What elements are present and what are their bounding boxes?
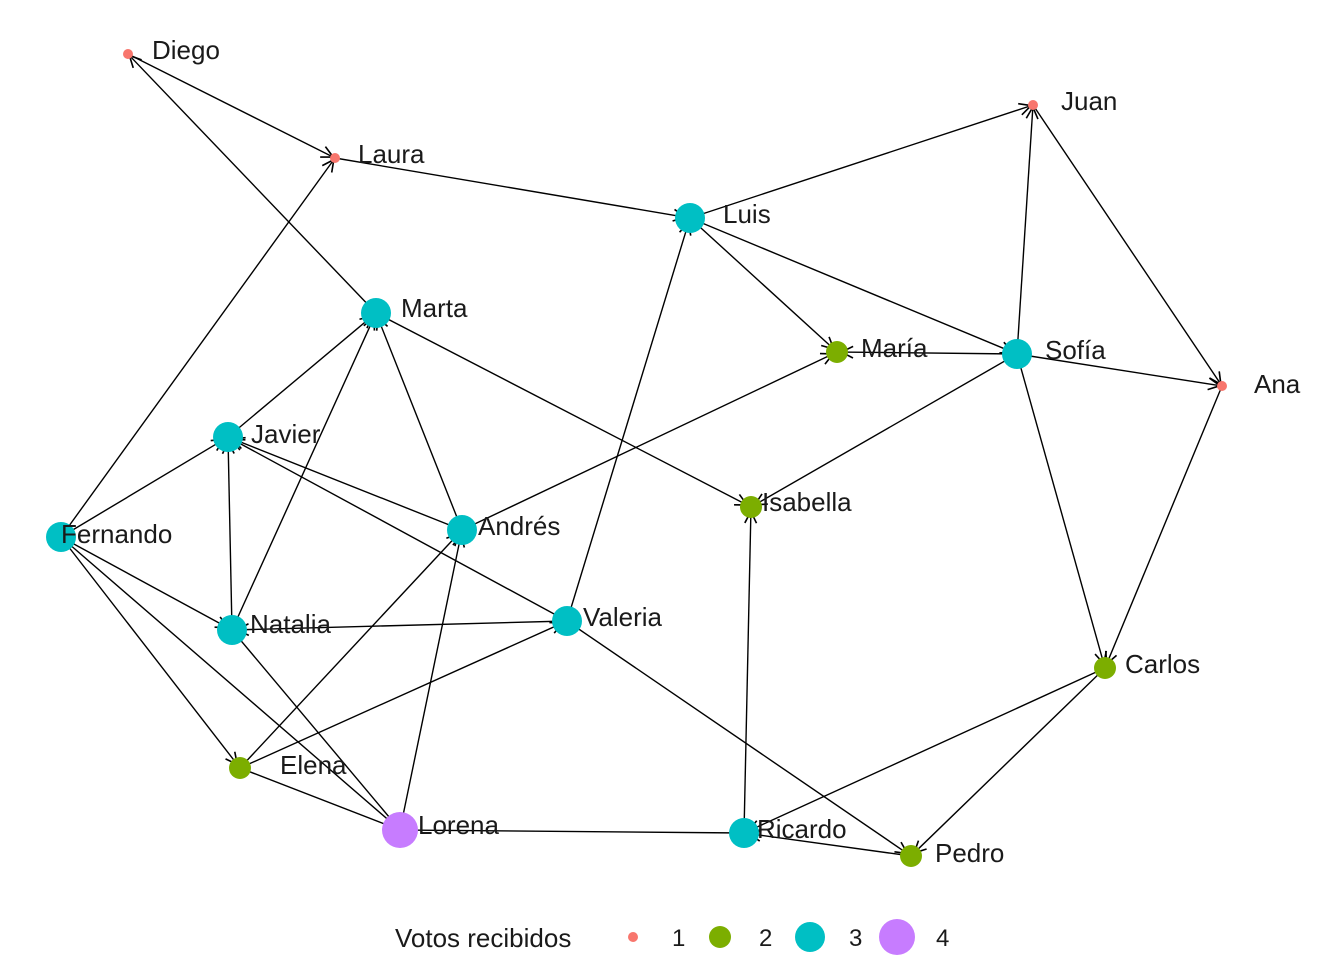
edge-elena-to-andres <box>239 534 459 769</box>
edge-diego-to-laura <box>127 53 333 157</box>
edge-sofia-to-juan <box>1016 107 1033 355</box>
node-ana <box>1217 381 1227 391</box>
node-label-valeria: Valeria <box>583 602 663 632</box>
node-label-fernando: Fernando <box>61 519 172 549</box>
labels-layer: Diego Laura Juan Ana Luis Marta María Sofía Javi… <box>61 35 1301 868</box>
edge-fernando-to-natalia <box>60 536 228 628</box>
edge-fernando-to-elena <box>60 536 237 765</box>
node-fernando <box>46 522 76 552</box>
edge-valeria-to-luis <box>566 223 689 622</box>
edge-sofia-to-maria <box>841 352 1018 354</box>
node-lorena <box>382 812 418 848</box>
node-pedro <box>900 845 922 867</box>
node-label-marta: Marta <box>401 293 468 323</box>
edge-luis-to-sofia <box>689 217 1012 352</box>
edge-fernando-to-javier <box>60 440 224 538</box>
node-laura <box>330 153 340 163</box>
edge-fernando-to-lorena <box>60 536 396 827</box>
node-label-laura: Laura <box>358 139 425 169</box>
node-diego <box>123 49 133 59</box>
edge-natalia-to-marta <box>231 318 374 631</box>
node-ricardo <box>729 818 759 848</box>
edge-ricardo-to-lorena <box>405 830 745 833</box>
legend-label-1: 1 <box>672 925 685 952</box>
node-label-maria: María <box>861 333 928 363</box>
node-maria <box>826 341 848 363</box>
node-label-juan: Juan <box>1061 86 1117 116</box>
edge-andres-to-marta <box>378 318 463 531</box>
edge-marta-to-diego <box>129 55 377 314</box>
node-label-isabella: Isabella <box>762 487 852 517</box>
legend-swatch-1 <box>628 932 638 942</box>
edge-carlos-to-pedro <box>914 667 1106 853</box>
edge-fernando-to-laura <box>60 160 334 538</box>
edge-andres-to-javier <box>233 439 463 531</box>
legend-swatch-2 <box>709 926 731 948</box>
node-isabella <box>740 496 762 518</box>
edge-juan-to-ana <box>1032 104 1221 384</box>
node-luis <box>675 203 705 233</box>
edge-natalia-to-javier <box>228 442 232 631</box>
legend-items: 1 2 3 4 <box>628 919 949 955</box>
legend-swatch-3 <box>795 922 825 952</box>
legend-title: Votos recibidos <box>395 923 571 953</box>
node-label-sofia: Sofía <box>1045 335 1106 365</box>
node-carlos <box>1094 657 1116 679</box>
edge-elena-to-lorena <box>239 767 395 828</box>
edge-ana-to-carlos <box>1107 385 1223 664</box>
edge-laura-to-luis <box>334 157 685 217</box>
node-andres <box>447 515 477 545</box>
edge-luis-to-juan <box>689 106 1031 219</box>
legend: Votos recibidos 1 2 3 4 <box>395 919 949 955</box>
node-label-lorena: Lorena <box>418 810 499 840</box>
legend-label-4: 4 <box>936 925 949 952</box>
node-javier <box>213 422 243 452</box>
edge-javier-to-marta <box>227 316 372 438</box>
legend-label-3: 3 <box>849 925 862 952</box>
legend-swatch-4 <box>879 919 915 955</box>
nodes-layer <box>46 49 1227 867</box>
edge-natalia-to-lorena <box>231 629 397 826</box>
node-juan <box>1028 100 1038 110</box>
legend-label-2: 2 <box>759 925 772 952</box>
node-label-elena: Elena <box>280 750 347 780</box>
edge-ricardo-to-isabella <box>743 511 751 834</box>
node-natalia <box>217 615 247 645</box>
node-label-javier: Javier <box>251 419 321 449</box>
node-label-andres: Andrés <box>478 511 560 541</box>
node-label-diego: Diego <box>152 35 220 65</box>
node-marta <box>361 298 391 328</box>
edge-sofia-to-carlos <box>1016 353 1104 664</box>
edge-valeria-to-javier <box>232 439 568 622</box>
edge-carlos-to-ricardo <box>749 667 1106 831</box>
edge-andres-to-maria <box>461 354 833 531</box>
node-elena <box>229 757 251 779</box>
node-label-natalia: Natalia <box>250 609 331 639</box>
edge-marta-to-isabella <box>375 312 747 505</box>
node-valeria <box>552 606 582 636</box>
edge-sofia-to-isabella <box>755 353 1018 505</box>
edge-luis-to-maria <box>689 217 834 349</box>
edge-sofia-to-ana <box>1016 353 1220 386</box>
node-label-pedro: Pedro <box>935 838 1004 868</box>
edge-valeria-to-pedro <box>566 620 907 854</box>
edges-layer <box>60 53 1223 857</box>
node-label-ricardo: Ricardo <box>757 814 847 844</box>
node-label-luis: Luis <box>723 199 771 229</box>
edge-valeria-to-natalia <box>237 620 568 630</box>
edge-elena-to-valeria <box>239 623 562 769</box>
node-label-ana: Ana <box>1254 369 1301 399</box>
node-sofia <box>1002 339 1032 369</box>
node-label-carlos: Carlos <box>1125 649 1200 679</box>
edge-pedro-to-ricardo <box>749 834 912 857</box>
